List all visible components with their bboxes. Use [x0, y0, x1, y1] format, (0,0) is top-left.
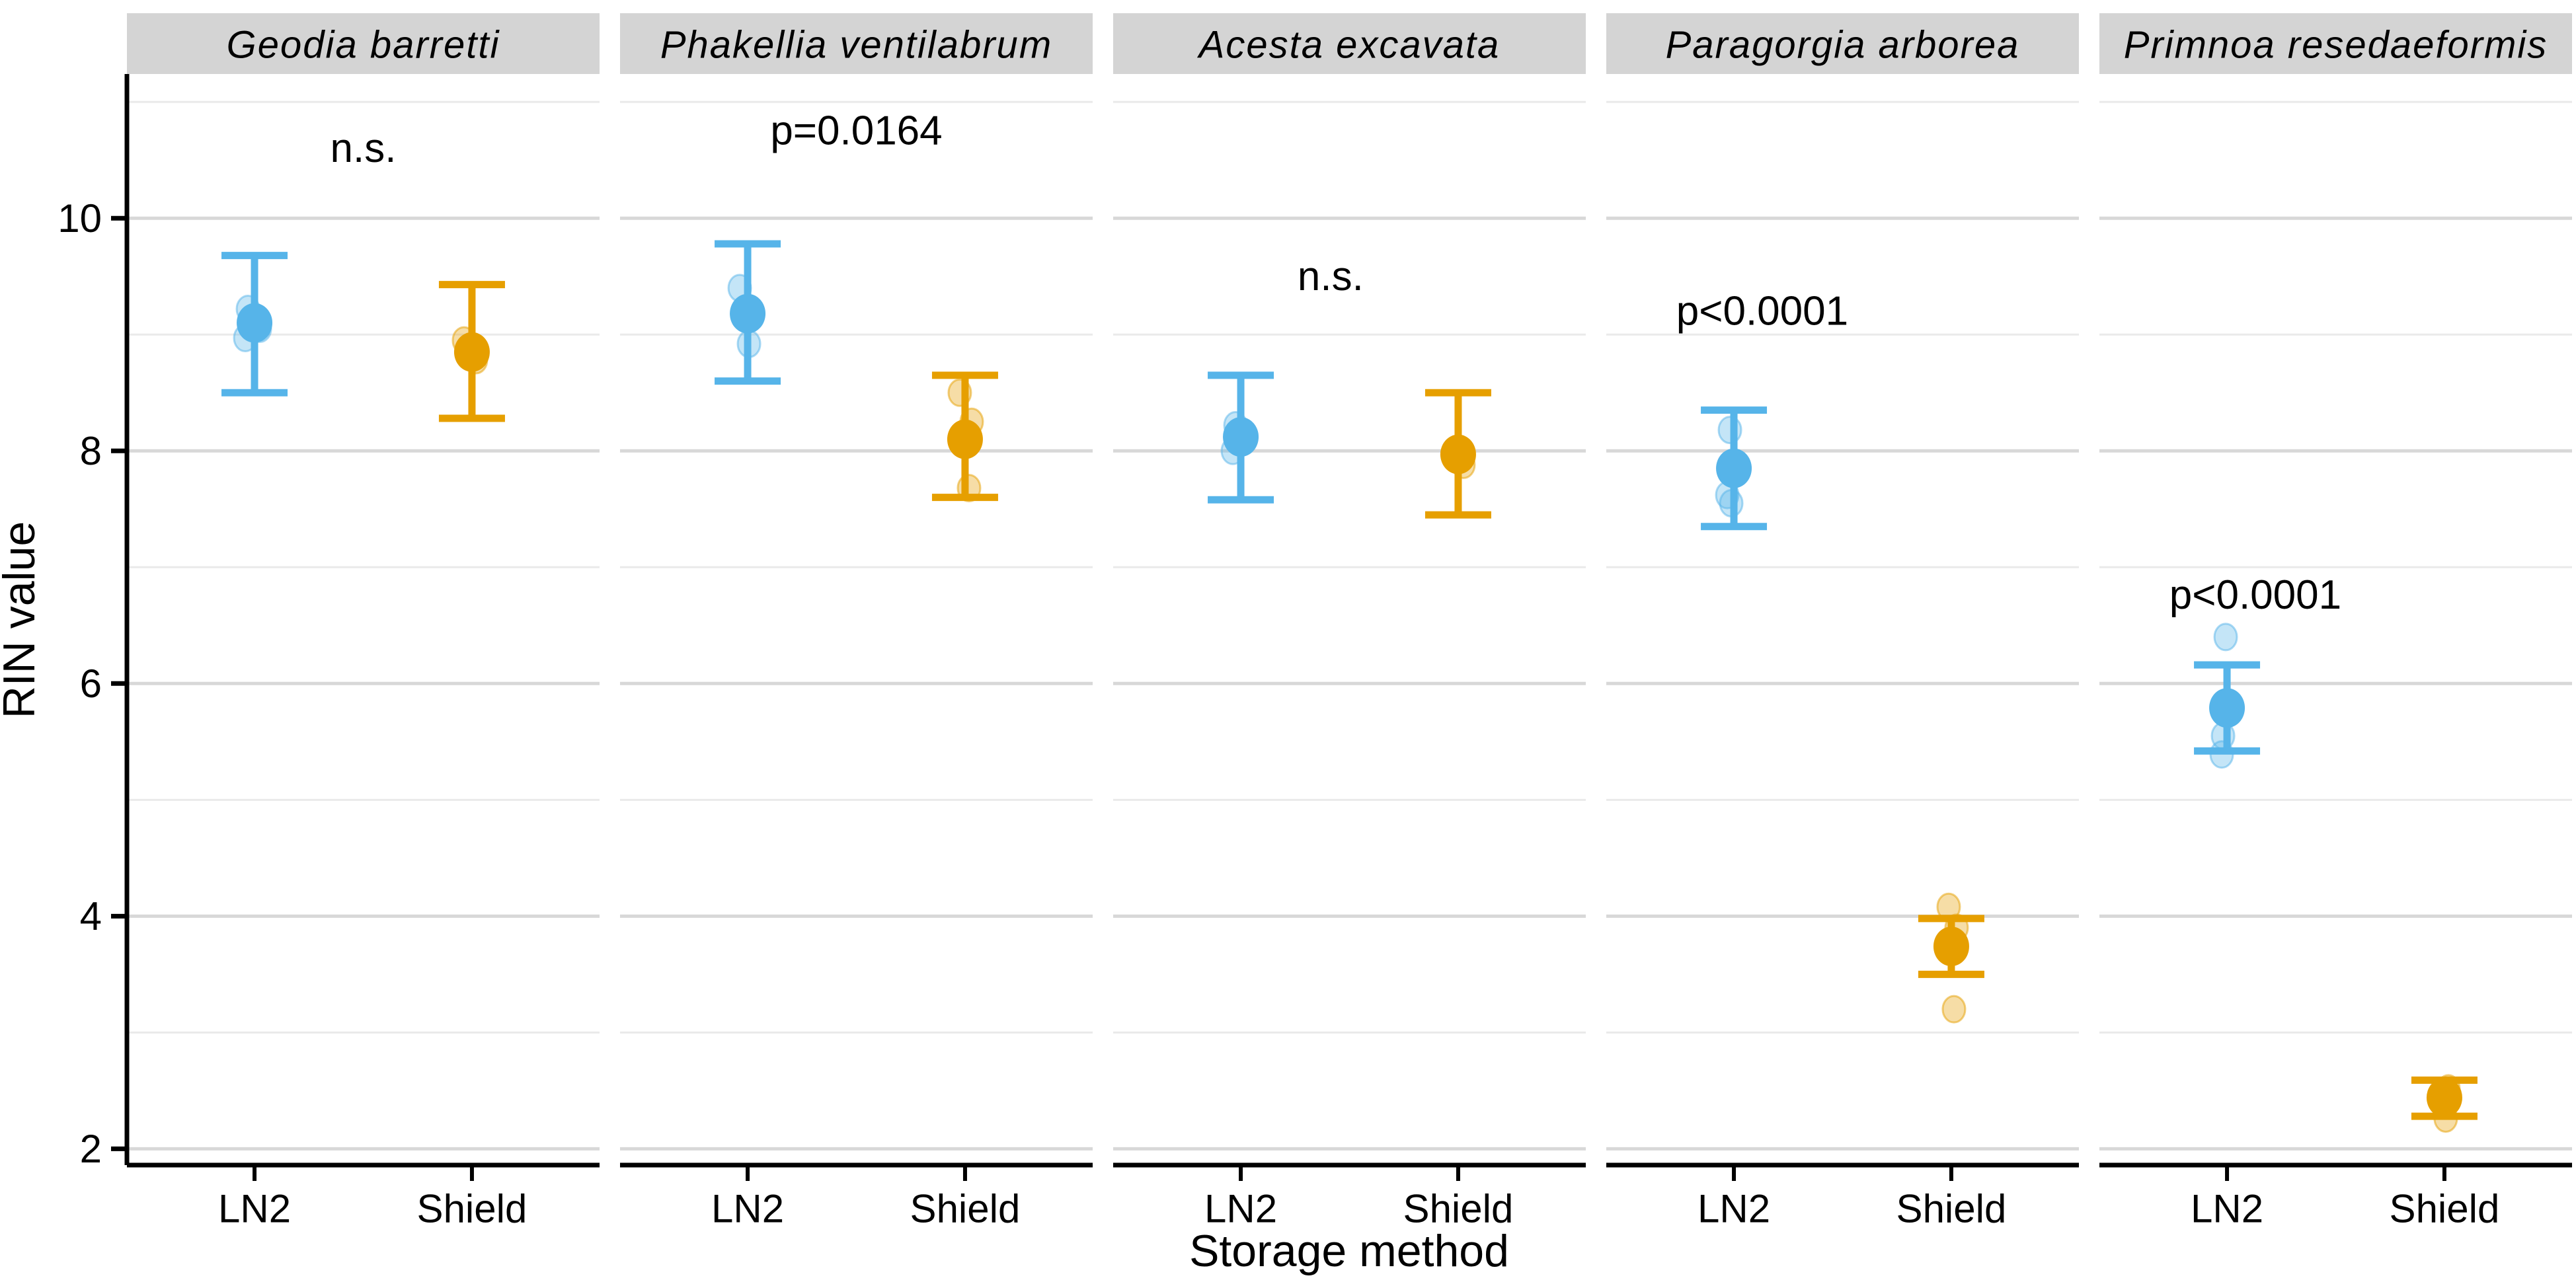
facet-title: Paragorgia arborea — [1666, 24, 2020, 67]
facet-panel: Geodia barretti LN2 Shield n.s. — [127, 13, 600, 1231]
y-tick-label: 8 — [80, 429, 102, 473]
x-tick-label: LN2 — [218, 1187, 291, 1231]
pointrange-shield — [931, 371, 998, 503]
facet-panel: Primnoa resedaeformis LN2 Shield p<0.0001 — [2099, 13, 2572, 1231]
facet-title: Geodia barretti — [227, 24, 500, 67]
facet-strip — [1606, 13, 2079, 74]
x-tick-label: Shield — [417, 1187, 527, 1231]
y-axis-title: RIN value — [0, 521, 44, 719]
y-tick-label: 4 — [80, 894, 102, 938]
facet-strip — [127, 13, 600, 74]
mean-point — [1716, 448, 1752, 488]
facet-panel: Acesta excavata LN2 Shield n.s. — [1113, 13, 1586, 1231]
y-tick-label: 6 — [80, 662, 102, 706]
y-tick-label: 2 — [80, 1127, 102, 1171]
facet-title: Acesta excavata — [1197, 24, 1501, 67]
jitter-point — [1717, 416, 1742, 445]
significance-label: n.s. — [331, 126, 397, 171]
facet-strip — [620, 13, 1093, 74]
facet-panel: Paragorgia arborea LN2 Shield p<0.0001 — [1606, 13, 2079, 1231]
facet-title: Primnoa resedaeformis — [2124, 24, 2548, 67]
mean-point — [1223, 417, 1259, 457]
pointrange-ln2 — [221, 252, 288, 397]
y-tick-label: 10 — [58, 196, 102, 241]
pointrange-ln2 — [715, 240, 781, 385]
pointrange-ln2 — [1701, 406, 1768, 531]
significance-label: p<0.0001 — [2169, 572, 2341, 618]
mean-point — [730, 293, 766, 334]
pointrange-ln2 — [2194, 623, 2261, 769]
significance-label: p=0.0164 — [770, 108, 942, 154]
significance-label: n.s. — [1298, 254, 1364, 299]
facet-panel: Phakellia ventilabrum LN2 Shield p=0.0164 — [620, 13, 1093, 1231]
pointrange-shield — [438, 281, 505, 422]
x-tick-label: LN2 — [2191, 1187, 2263, 1231]
mean-point — [2426, 1077, 2462, 1118]
mean-point — [2209, 688, 2245, 728]
mean-point — [1933, 927, 1969, 967]
x-axis-title: Storage method — [1189, 1226, 1509, 1276]
x-tick-label: LN2 — [1204, 1187, 1277, 1231]
pointrange-shield — [1918, 892, 1984, 1024]
mean-point — [237, 303, 273, 343]
x-tick-label: LN2 — [711, 1187, 784, 1231]
jitter-point — [1941, 995, 1967, 1024]
pointrange-ln2 — [1208, 371, 1274, 504]
mean-point — [453, 332, 490, 372]
mean-point — [947, 419, 983, 459]
mean-point — [1440, 434, 1476, 474]
x-tick-label: Shield — [1896, 1187, 2007, 1231]
significance-label: p<0.0001 — [1676, 289, 1848, 334]
facet-title: Phakellia ventilabrum — [660, 24, 1052, 67]
x-tick-label: Shield — [910, 1187, 1021, 1231]
facet-strip — [2099, 13, 2572, 74]
pointrange-shield — [1425, 389, 1491, 519]
x-tick-label: LN2 — [1698, 1187, 1770, 1231]
jitter-point — [2213, 623, 2238, 652]
x-tick-label: Shield — [2390, 1187, 2500, 1231]
y-axis: 2 4 6 8 10 — [58, 74, 130, 1171]
x-tick-label: Shield — [1403, 1187, 1514, 1231]
pointrange-shield — [2411, 1074, 2478, 1133]
facet-strip — [1113, 13, 1586, 74]
